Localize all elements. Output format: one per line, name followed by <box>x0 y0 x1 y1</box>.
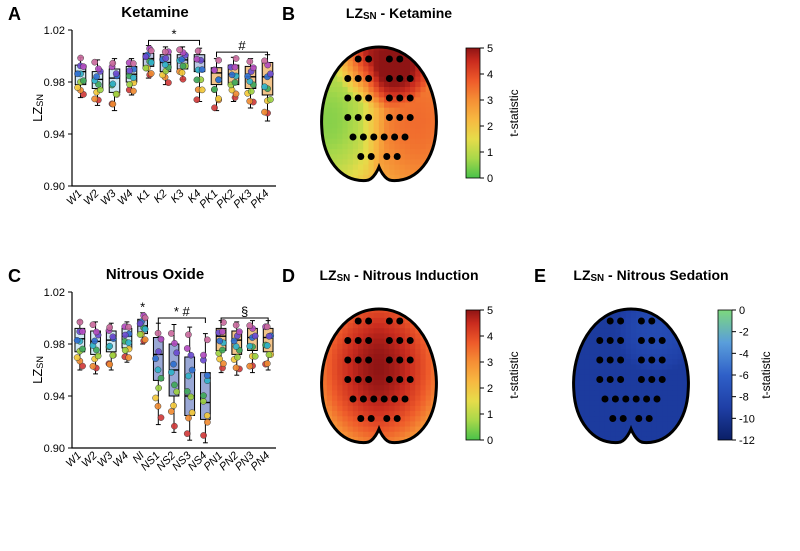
svg-text:W4: W4 <box>111 450 131 470</box>
svg-text:K3: K3 <box>169 187 188 206</box>
boxplot-A: 0.900.940.981.02LZSNW1W2W3W4K1K2K3K4PK1P… <box>30 24 280 289</box>
svg-text:0: 0 <box>487 173 493 185</box>
svg-text:LZSN: LZSN <box>30 94 45 122</box>
svg-text:0.90: 0.90 <box>44 443 65 455</box>
svg-text:0.94: 0.94 <box>44 391 65 403</box>
svg-text:K1: K1 <box>135 188 153 206</box>
svg-text:3: 3 <box>487 357 493 369</box>
panel-letter-D: D <box>282 266 295 287</box>
svg-text:4: 4 <box>487 69 493 81</box>
svg-text:K2: K2 <box>152 188 170 206</box>
panel-title-C: Nitrous Oxide <box>30 266 280 283</box>
svg-text:#: # <box>238 38 246 53</box>
svg-text:-8: -8 <box>739 392 749 404</box>
boxplot-C: 0.900.940.981.02LZSNW1W2W3W4NINS1NS2NS3N… <box>30 286 280 551</box>
svg-text:0.98: 0.98 <box>44 339 65 351</box>
brainmap-D: 0 1 2 3 4 5 t-statistic <box>304 270 534 480</box>
svg-text:-2: -2 <box>739 327 749 339</box>
svg-text:PK4: PK4 <box>248 188 271 211</box>
figure-root: AKetamine0.900.940.981.02LZSNW1W2W3W4K1K… <box>0 0 800 516</box>
svg-text:2: 2 <box>487 383 493 395</box>
svg-text:5: 5 <box>487 305 493 317</box>
svg-text:PN4: PN4 <box>249 450 273 474</box>
svg-text:2: 2 <box>487 121 493 133</box>
panel-title-A: Ketamine <box>30 4 280 21</box>
brainmap-E: -12 -10 -8 -6 -4 -2 0 t-statistic <box>556 270 786 480</box>
svg-text:W2: W2 <box>81 188 101 208</box>
svg-text:* #: * # <box>174 304 191 319</box>
svg-text:1: 1 <box>487 409 493 421</box>
svg-text:0.94: 0.94 <box>44 129 65 141</box>
svg-text:t-statistic: t-statistic <box>507 89 521 136</box>
svg-text:W4: W4 <box>115 188 135 208</box>
svg-text:0.98: 0.98 <box>44 77 65 89</box>
panel-letter-A: A <box>8 4 21 25</box>
brainmap-B: 0 1 2 3 4 5 t-statistic <box>304 8 534 218</box>
svg-text:3: 3 <box>487 95 493 107</box>
svg-text:*: * <box>171 26 176 41</box>
svg-text:-12: -12 <box>739 435 755 447</box>
svg-text:0: 0 <box>739 305 745 317</box>
svg-text:*: * <box>140 300 145 315</box>
svg-text:LZSN: LZSN <box>30 356 45 384</box>
panel-letter-C: C <box>8 266 21 287</box>
svg-text:-6: -6 <box>739 370 749 382</box>
panel-letter-B: B <box>282 4 295 25</box>
svg-text:t-statistic: t-statistic <box>507 351 521 398</box>
svg-text:1: 1 <box>487 147 493 159</box>
svg-text:-4: -4 <box>739 348 749 360</box>
svg-text:§: § <box>241 304 248 319</box>
svg-text:-10: -10 <box>739 413 755 425</box>
svg-text:1.02: 1.02 <box>44 287 65 299</box>
svg-text:0.90: 0.90 <box>44 181 65 193</box>
panel-letter-E: E <box>534 266 546 287</box>
svg-text:t-statistic: t-statistic <box>759 351 773 398</box>
svg-text:1.02: 1.02 <box>44 25 65 37</box>
svg-text:W1: W1 <box>64 188 84 208</box>
svg-text:4: 4 <box>487 331 493 343</box>
svg-text:5: 5 <box>487 43 493 55</box>
svg-text:0: 0 <box>487 435 493 447</box>
